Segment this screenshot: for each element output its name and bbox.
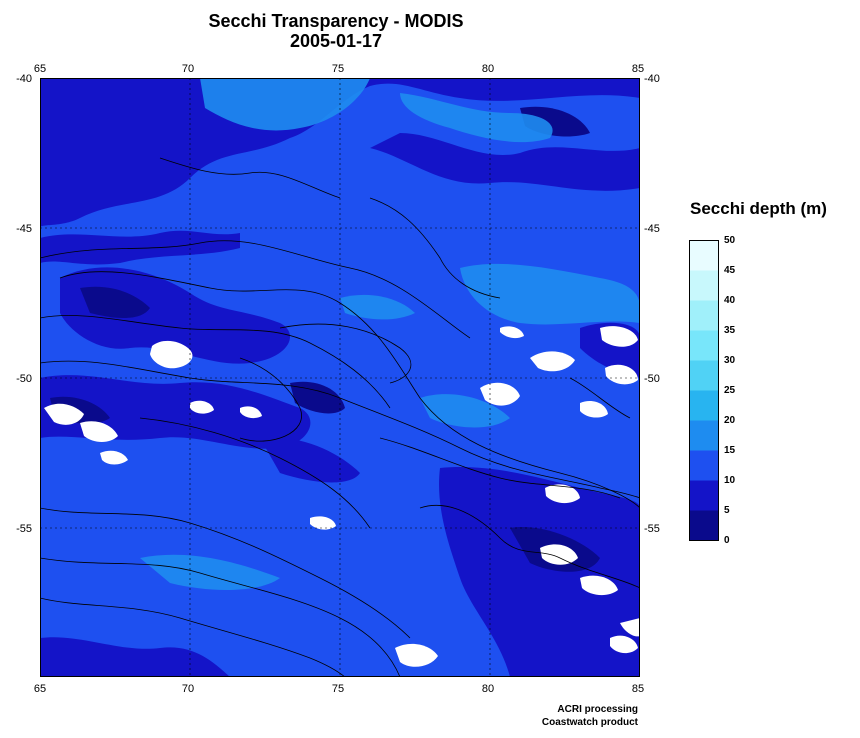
lon-tick-bottom: 70 (181, 683, 195, 695)
credit-processing: ACRI processing (557, 704, 638, 715)
colorbar-band (689, 300, 719, 331)
colorbar-tick-label: 40 (724, 295, 736, 306)
colorbar-band (689, 240, 719, 271)
colorbar-band (689, 330, 719, 361)
colorbar-band (689, 420, 719, 451)
secchi-depth-map (40, 78, 640, 677)
lon-tick-top: 75 (331, 63, 345, 75)
low-transparency-regions (40, 78, 640, 677)
no-data-patches (44, 326, 640, 667)
colorbar-tick-label: 45 (724, 265, 736, 276)
colorbar-tick-label: 5 (724, 505, 730, 516)
lat-tick-left: -55 (16, 523, 32, 535)
colorbar-band (689, 450, 719, 481)
lon-tick-top: 65 (33, 63, 47, 75)
lat-tick-right: -40 (644, 73, 660, 85)
graticule (40, 78, 640, 677)
colorbar-frame (689, 240, 719, 541)
lon-tick-top: 70 (181, 63, 195, 75)
colorbar-tick-label: 35 (724, 325, 736, 336)
colorbar-band (689, 360, 719, 391)
map-frame (40, 78, 640, 677)
colorbar-tick-label: 10 (724, 475, 736, 486)
lon-tick-bottom: 80 (481, 683, 495, 695)
legend-title: Secchi depth (m) (690, 199, 827, 218)
lat-tick-left: -50 (16, 373, 32, 385)
colorbar-band (689, 510, 719, 541)
colorbar-tick-label: 50 (724, 235, 736, 246)
lat-tick-left: -45 (16, 223, 32, 235)
lon-tick-bottom: 75 (331, 683, 345, 695)
credit-product: Coastwatch product (541, 717, 638, 728)
colorbar-tick-label: 15 (724, 445, 736, 456)
lon-tick-bottom: 65 (33, 683, 47, 695)
map-title: Secchi Transparency - MODIS (208, 11, 464, 31)
colorbar-tick-label: 0 (724, 535, 730, 546)
lon-tick-top: 80 (481, 63, 495, 75)
colorbar-band (689, 480, 719, 511)
colorbar (689, 240, 719, 541)
colorbar-band (689, 270, 719, 301)
map-date: 2005-01-17 (289, 31, 383, 51)
lat-tick-right: -45 (644, 223, 660, 235)
lat-tick-right: -55 (644, 523, 660, 535)
colorbar-tick-label: 30 (724, 355, 736, 366)
colorbar-tick-label: 25 (724, 385, 736, 396)
colorbar-band (689, 390, 719, 421)
lat-tick-left: -40 (16, 73, 32, 85)
colorbar-tick-label: 20 (724, 415, 736, 426)
lon-tick-top: 85 (631, 63, 645, 75)
higher-transparency-regions (140, 78, 640, 590)
lat-tick-right: -50 (644, 373, 660, 385)
bathymetry-contours (40, 157, 640, 677)
lon-tick-bottom: 85 (631, 683, 645, 695)
